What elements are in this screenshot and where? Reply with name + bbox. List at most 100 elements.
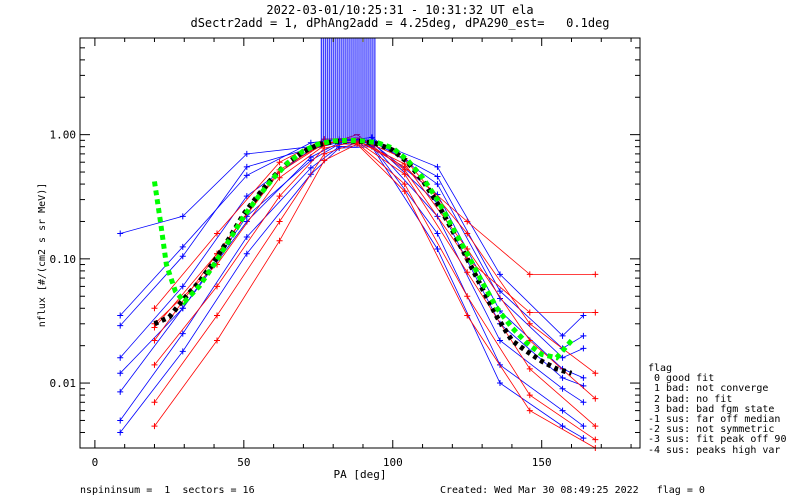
series-marker-13-5 bbox=[401, 188, 408, 195]
series-marker-13-4 bbox=[354, 141, 361, 148]
series-marker-4-6 bbox=[434, 163, 441, 170]
tick-labels: 0 50 100 150 0.01 0.10 1.00 bbox=[50, 129, 552, 469]
x-tick-label-1: 50 bbox=[237, 456, 250, 469]
legend-entry: -4 sus: peaks high var bbox=[648, 444, 781, 456]
series-marker-12-6 bbox=[464, 218, 471, 225]
legend-entry: -3 sus: fit peak off 90 bbox=[648, 434, 787, 446]
x-tick-label-0: 0 bbox=[92, 456, 99, 469]
series-marker-0-7 bbox=[497, 288, 503, 295]
series-marker-10-2 bbox=[276, 218, 283, 225]
series-marker-11-8 bbox=[592, 370, 599, 377]
y-tick-label-0: 0.01 bbox=[50, 377, 77, 390]
series-marker-11-0 bbox=[151, 305, 158, 312]
series-marker-13-6 bbox=[464, 312, 471, 319]
legend-entry: 1 bad: not converge bbox=[648, 383, 769, 395]
y-axis-label: nflux [#/(cm2 s sr MeV)] bbox=[37, 183, 48, 328]
series-line-2 bbox=[119, 143, 584, 403]
series-marker-14-8 bbox=[592, 309, 599, 316]
series-marker-0-1 bbox=[179, 253, 186, 260]
legend-entry: 2 bad: no fit bbox=[648, 393, 733, 405]
legend-entry: 3 bad: bad fgm state bbox=[648, 403, 775, 415]
series-marker-0-2 bbox=[243, 163, 250, 170]
axes-ticks bbox=[80, 38, 640, 448]
series-marker-10-8 bbox=[592, 436, 599, 443]
series-marker-6-7 bbox=[497, 380, 503, 387]
series-marker-8-6 bbox=[464, 246, 471, 253]
series-marker-14-7 bbox=[526, 309, 533, 316]
chart-subtitle: dSectr2add = 1, dPhAng2add = 4.25deg, dP… bbox=[190, 16, 610, 30]
legend-title: flag bbox=[648, 363, 673, 374]
series-line-4 bbox=[119, 138, 584, 337]
series-marker-12-0 bbox=[151, 337, 158, 344]
y-tick-label-1: 0.10 bbox=[50, 253, 77, 266]
series-marker-1-1 bbox=[179, 283, 186, 290]
series-marker-1-0 bbox=[117, 354, 124, 361]
series-marker-4-1 bbox=[179, 243, 186, 250]
flag-legend: flag 0 good fit 1 bad: not converge 2 ba… bbox=[648, 363, 787, 456]
series-marker-7-1 bbox=[179, 305, 186, 312]
series-marker-11-1 bbox=[214, 230, 221, 237]
series-marker-3-1 bbox=[179, 330, 186, 337]
x-tick-label-2: 100 bbox=[383, 456, 403, 469]
series-marker-6-0 bbox=[117, 429, 124, 436]
legend-entry: -1 sus: far off median bbox=[648, 414, 781, 426]
series-marker-3-6 bbox=[434, 230, 441, 237]
series-marker-4-9 bbox=[580, 312, 587, 319]
median-data-line bbox=[153, 138, 573, 376]
series-marker-8-8 bbox=[592, 395, 599, 402]
legend-entry: -2 sus: not symmetric bbox=[648, 424, 775, 436]
median-data-group bbox=[153, 138, 573, 376]
series-marker-9-8 bbox=[592, 423, 599, 430]
series-marker-10-1 bbox=[214, 312, 221, 319]
series-marker-7-8 bbox=[559, 374, 566, 381]
series-line-9 bbox=[154, 141, 596, 427]
series-marker-5-0 bbox=[117, 230, 124, 237]
series-marker-6-9 bbox=[580, 435, 587, 442]
series-marker-13-7 bbox=[526, 407, 533, 414]
series-marker-5-9 bbox=[580, 345, 587, 352]
series-marker-7-0 bbox=[117, 370, 124, 377]
series-marker-5-1 bbox=[179, 213, 186, 220]
footer-created-info: Created: Wed Mar 30 08:49:25 2022 flag =… bbox=[440, 485, 705, 496]
peak-spikes-group bbox=[320, 38, 376, 142]
series-marker-13-2 bbox=[276, 237, 283, 244]
series-marker-12-7 bbox=[526, 271, 533, 278]
series-marker-4-8 bbox=[559, 332, 566, 339]
series-marker-2-9 bbox=[580, 399, 587, 406]
x-axis-label: PA [deg] bbox=[334, 468, 387, 481]
series-marker-3-2 bbox=[243, 233, 250, 240]
series-marker-14-2 bbox=[276, 174, 283, 181]
plot-frame bbox=[79, 37, 641, 449]
series-marker-11-2 bbox=[276, 159, 283, 166]
series-marker-3-0 bbox=[117, 417, 124, 424]
series-marker-3-3 bbox=[307, 164, 314, 171]
series-marker-3-9 bbox=[580, 423, 587, 430]
series-marker-13-0 bbox=[151, 423, 158, 430]
series-marker-10-6 bbox=[464, 293, 471, 300]
median-fit-line bbox=[151, 137, 574, 361]
series-marker-2-8 bbox=[559, 385, 566, 392]
series-marker-6-1 bbox=[179, 348, 186, 355]
series-marker-0-9 bbox=[580, 332, 587, 339]
series-marker-6-6 bbox=[434, 246, 441, 253]
series-line-6 bbox=[119, 146, 584, 439]
series-marker-5-8 bbox=[559, 354, 566, 361]
series-marker-2-7 bbox=[497, 337, 503, 344]
series-line-7 bbox=[119, 141, 584, 387]
series-marker-9-2 bbox=[276, 193, 283, 200]
series-marker-5-2 bbox=[243, 150, 250, 157]
series-marker-6-8 bbox=[559, 423, 566, 430]
series-marker-11-6 bbox=[464, 230, 471, 237]
series-marker-4-2 bbox=[243, 172, 250, 179]
series-marker-9-0 bbox=[151, 361, 158, 368]
series-marker-0-0 bbox=[117, 322, 124, 329]
chart-title: 2022-03-01/10:25:31 - 10:31:32 UT ela bbox=[266, 3, 534, 17]
footer-sector-info: nspininsum = 1 sectors = 16 bbox=[80, 485, 255, 496]
series-marker-10-7 bbox=[526, 392, 533, 399]
legend-entry: 0 good fit bbox=[648, 373, 715, 385]
y-minor-ticks bbox=[80, 37, 640, 449]
x-tick-label-3: 150 bbox=[532, 456, 552, 469]
series-marker-5-6 bbox=[434, 181, 441, 188]
series-marker-6-2 bbox=[243, 250, 250, 257]
